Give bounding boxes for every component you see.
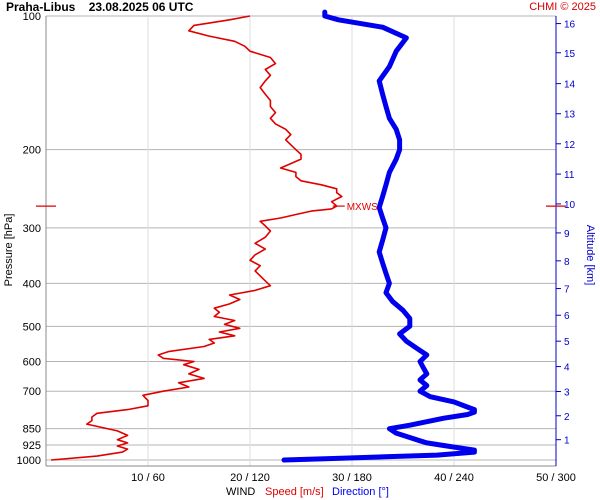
pressure-tick-label: 600 (23, 356, 41, 368)
station-name: Praha-Libus (6, 0, 76, 14)
altitude-tick-label: 9 (564, 229, 570, 240)
wind-tick-label: 10 / 60 (131, 472, 165, 484)
observation-time: 23.08.2025 06 UTC (88, 0, 194, 14)
altitude-tick-label: 13 (564, 110, 576, 121)
mxws-label: MXWS (347, 202, 378, 213)
altitude-tick-label: 16 (564, 20, 576, 31)
altitude-tick-label: 4 (564, 363, 570, 374)
altitude-tick-label: 2 (564, 412, 570, 423)
altitude-tick-label: 7 (564, 285, 570, 296)
direction-series-line (281, 9, 477, 463)
grid-layer (46, 15, 561, 466)
label-layer: Pressure [hPa] Altitude [km] WIND Speed … (3, 11, 596, 498)
altitude-tick-label: 8 (564, 257, 570, 268)
x-axis-title: WIND (226, 486, 255, 498)
wind-tick-label: 20 / 120 (230, 472, 270, 484)
pressure-tick-label: 300 (23, 223, 41, 235)
altitude-tick-label: 14 (564, 80, 576, 91)
altitude-tick-label: 6 (564, 311, 570, 322)
altitude-tick-label: 3 (564, 387, 570, 398)
pressure-tick-label: 850 (23, 424, 41, 436)
altitude-tick-label: 5 (564, 337, 570, 348)
pressure-tick-label: 500 (23, 321, 41, 333)
y-axis-title: Pressure [hPa] (3, 214, 15, 287)
pressure-tick-label: 700 (23, 386, 41, 398)
pressure-tick-label: 200 (23, 145, 41, 157)
altitude-tick-label: 1 (564, 436, 570, 447)
speed-series-line (51, 15, 343, 461)
altitude-tick-label: 10 (564, 200, 576, 211)
chart-title: Praha-Libus 23.08.2025 06 UTC (6, 0, 193, 14)
pressure-tick-label: 925 (23, 440, 41, 452)
wind-tick-label: 50 / 300 (536, 472, 576, 484)
altitude-axis-title: Altitude [km] (584, 225, 596, 286)
pressure-tick-label: 1000 (17, 455, 41, 467)
axis-layer (45, 16, 557, 467)
direction-legend-label: Direction [°] (332, 486, 389, 498)
wind-tick-label: 40 / 240 (434, 472, 474, 484)
credit-label: CHMI © 2025 (529, 1, 596, 13)
pressure-tick-label: 400 (23, 278, 41, 290)
speed-legend-label: Speed [m/s] (265, 486, 324, 498)
series-layer (36, 9, 566, 463)
pressure-tick-label: 100 (23, 11, 41, 23)
wind-tick-label: 30 / 180 (332, 472, 372, 484)
altitude-tick-label: 15 (564, 49, 576, 60)
altitude-tick-label: 12 (564, 140, 576, 151)
altitude-tick-label: 11 (564, 170, 575, 181)
